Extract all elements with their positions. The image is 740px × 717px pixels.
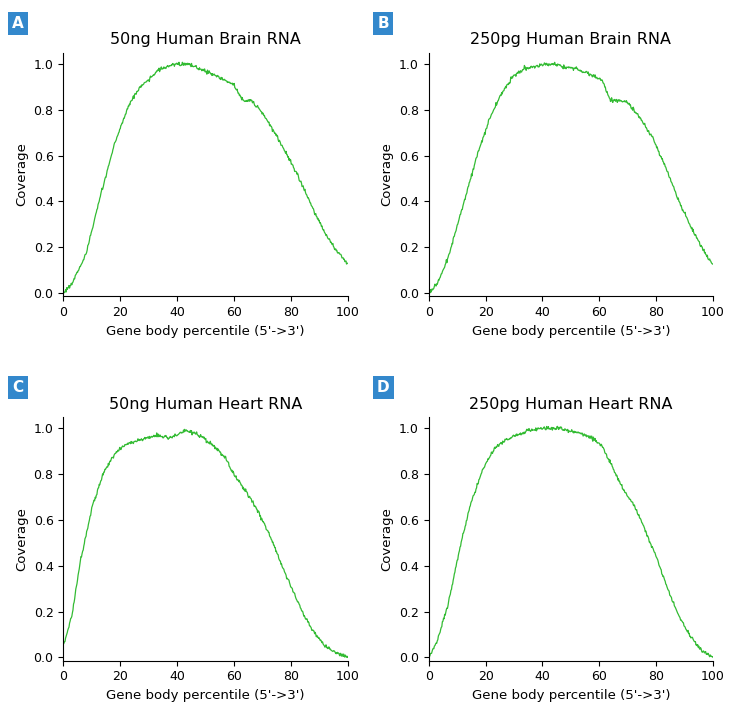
Title: 250pg Human Brain RNA: 250pg Human Brain RNA bbox=[471, 32, 671, 47]
Text: C: C bbox=[13, 380, 24, 395]
X-axis label: Gene body percentile (5'->3'): Gene body percentile (5'->3') bbox=[107, 689, 305, 702]
Text: A: A bbox=[12, 16, 24, 31]
Y-axis label: Coverage: Coverage bbox=[380, 507, 394, 571]
Title: 250pg Human Heart RNA: 250pg Human Heart RNA bbox=[469, 397, 673, 412]
X-axis label: Gene body percentile (5'->3'): Gene body percentile (5'->3') bbox=[471, 689, 670, 702]
X-axis label: Gene body percentile (5'->3'): Gene body percentile (5'->3') bbox=[107, 325, 305, 338]
Y-axis label: Coverage: Coverage bbox=[380, 143, 394, 206]
Title: 50ng Human Heart RNA: 50ng Human Heart RNA bbox=[109, 397, 302, 412]
Y-axis label: Coverage: Coverage bbox=[15, 507, 28, 571]
Title: 50ng Human Brain RNA: 50ng Human Brain RNA bbox=[110, 32, 301, 47]
Text: D: D bbox=[377, 380, 389, 395]
X-axis label: Gene body percentile (5'->3'): Gene body percentile (5'->3') bbox=[471, 325, 670, 338]
Text: B: B bbox=[377, 16, 389, 31]
Y-axis label: Coverage: Coverage bbox=[15, 143, 28, 206]
